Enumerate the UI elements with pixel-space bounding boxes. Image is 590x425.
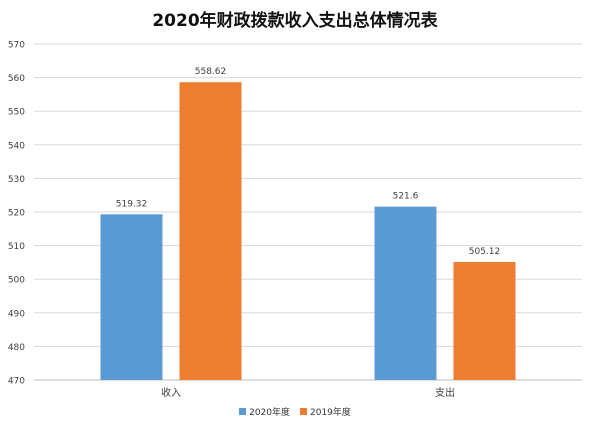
data-labels: 519.32 558.62 521.6 505.12 bbox=[116, 67, 501, 257]
y-tick-label: 490 bbox=[8, 309, 25, 319]
y-tick-label: 560 bbox=[8, 74, 25, 84]
data-label: 519.32 bbox=[116, 199, 148, 209]
bar bbox=[179, 82, 242, 380]
bar bbox=[374, 206, 437, 380]
legend-item: 2019年度 bbox=[300, 405, 351, 418]
legend-item: 2020年度 bbox=[239, 405, 290, 418]
y-tick-label: 540 bbox=[8, 141, 25, 151]
legend-swatch bbox=[239, 408, 247, 415]
x-tick-label: 收入 bbox=[161, 386, 181, 399]
y-tick-label: 550 bbox=[8, 108, 25, 118]
y-tick-label: 570 bbox=[8, 41, 25, 51]
bar bbox=[100, 214, 163, 380]
y-tick-label: 480 bbox=[8, 343, 25, 353]
y-tick-label: 500 bbox=[8, 276, 25, 286]
y-tick-label: 520 bbox=[8, 209, 25, 219]
data-label: 558.62 bbox=[195, 67, 227, 77]
legend-label: 2019年度 bbox=[310, 408, 351, 418]
y-tick-label: 470 bbox=[8, 377, 25, 387]
data-label: 505.12 bbox=[469, 247, 501, 257]
legend: 2020年度 2019年度 bbox=[0, 405, 590, 418]
y-tick-label: 510 bbox=[8, 242, 25, 252]
chart-title: 2020年财政拨款收入支出总体情况表 bbox=[152, 11, 438, 31]
y-tick-label: 530 bbox=[8, 175, 25, 185]
y-axis-tick-labels: 470 480 490 500 510 520 530 540 550 560 570 bbox=[8, 41, 25, 387]
x-axis-tick-labels: 收入 支出 bbox=[161, 386, 455, 399]
bars bbox=[100, 82, 516, 380]
legend-swatch bbox=[300, 408, 307, 415]
x-tick-label: 支出 bbox=[435, 386, 455, 399]
data-label: 521.6 bbox=[393, 192, 419, 202]
legend-label: 2020年度 bbox=[249, 408, 290, 418]
bar bbox=[453, 261, 516, 380]
